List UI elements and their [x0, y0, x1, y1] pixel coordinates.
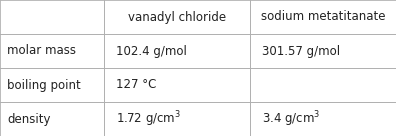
Bar — [0, 68, 104, 102]
Text: molar mass: molar mass — [7, 44, 76, 58]
Text: sodium metatitanate: sodium metatitanate — [261, 10, 385, 24]
Text: boiling point: boiling point — [7, 78, 81, 92]
Text: 102.4 g/mol: 102.4 g/mol — [116, 44, 187, 58]
Text: vanadyl chloride: vanadyl chloride — [128, 10, 226, 24]
Bar — [250, 34, 396, 68]
Bar — [104, 102, 250, 136]
Bar — [0, 34, 104, 68]
Bar — [104, 34, 250, 68]
Bar — [250, 102, 396, 136]
Bar — [250, 0, 396, 34]
Text: density: density — [7, 112, 51, 126]
Bar — [0, 0, 104, 34]
Bar — [0, 102, 104, 136]
Text: 3.4 g/cm$^3$: 3.4 g/cm$^3$ — [262, 109, 320, 129]
Bar — [250, 68, 396, 102]
Text: 301.57 g/mol: 301.57 g/mol — [262, 44, 340, 58]
Text: 127 °C: 127 °C — [116, 78, 156, 92]
Bar — [104, 0, 250, 34]
Bar — [104, 68, 250, 102]
Text: 1.72 g/cm$^3$: 1.72 g/cm$^3$ — [116, 109, 181, 129]
